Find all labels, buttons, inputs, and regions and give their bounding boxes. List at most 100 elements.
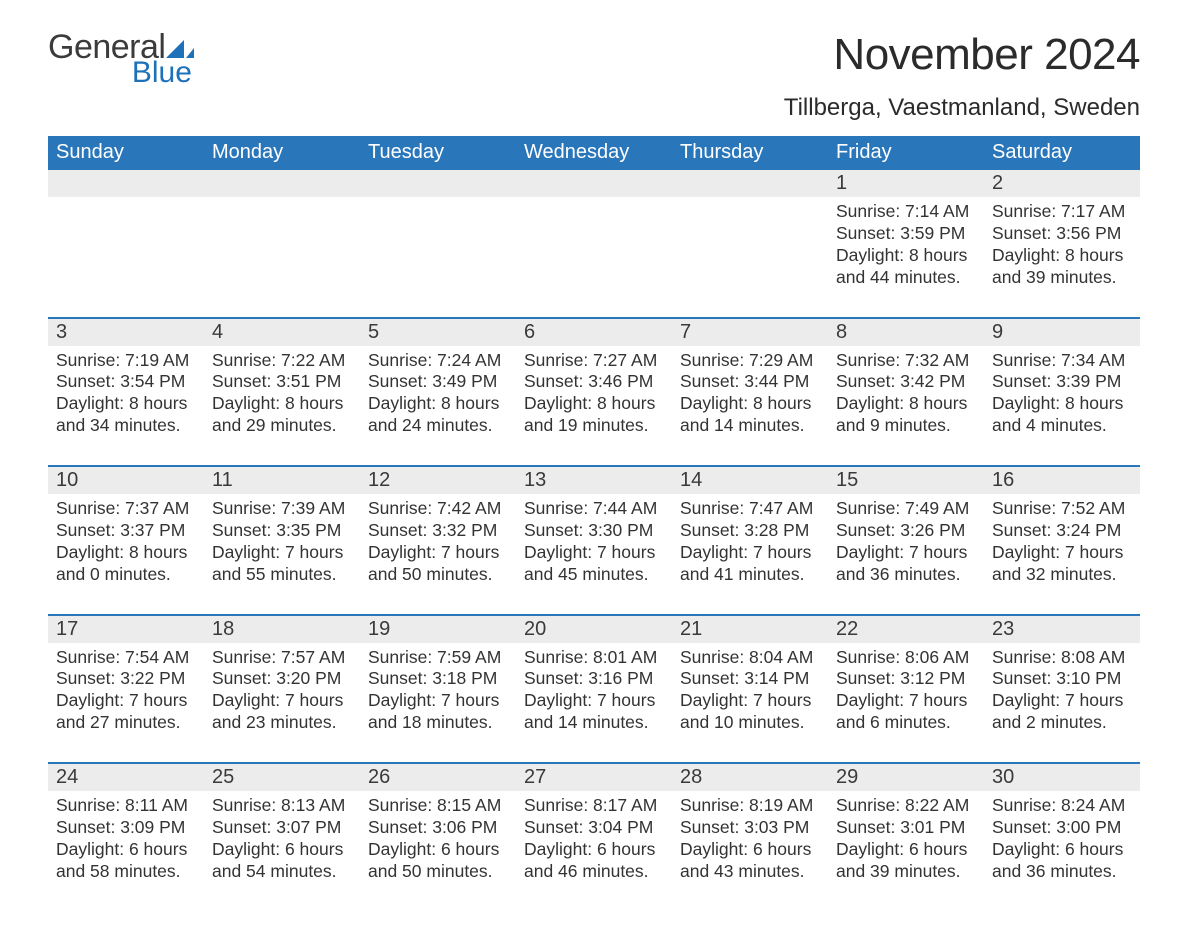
sunset-text: Sunset: 3:22 PM	[56, 668, 196, 690]
day-cell: Sunrise: 7:32 AMSunset: 3:42 PMDaylight:…	[828, 346, 984, 466]
day-cell: Sunrise: 7:29 AMSunset: 3:44 PMDaylight:…	[672, 346, 828, 466]
sunrise-text: Sunrise: 7:42 AM	[368, 498, 508, 520]
daylight-text: Daylight: 7 hours and 2 minutes.	[992, 690, 1132, 734]
sunrise-text: Sunrise: 7:17 AM	[992, 201, 1132, 223]
day-cell: Sunrise: 8:17 AMSunset: 3:04 PMDaylight:…	[516, 791, 672, 911]
daynum-row: 3456789	[48, 319, 1140, 346]
sunrise-text: Sunrise: 8:04 AM	[680, 647, 820, 669]
day-number: 5	[360, 319, 516, 346]
daylight-text: Daylight: 7 hours and 45 minutes.	[524, 542, 664, 586]
day-cell	[204, 197, 360, 317]
sunset-text: Sunset: 3:00 PM	[992, 817, 1132, 839]
day-number: 13	[516, 467, 672, 494]
day-cell: Sunrise: 7:27 AMSunset: 3:46 PMDaylight:…	[516, 346, 672, 466]
daylight-text: Daylight: 8 hours and 9 minutes.	[836, 393, 976, 437]
day-number: 21	[672, 616, 828, 643]
day-number	[516, 170, 672, 197]
daylight-text: Daylight: 6 hours and 43 minutes.	[680, 839, 820, 883]
day-number: 30	[984, 764, 1140, 791]
daylight-text: Daylight: 8 hours and 14 minutes.	[680, 393, 820, 437]
calendar: SundayMondayTuesdayWednesdayThursdayFrid…	[48, 136, 1140, 911]
daylight-text: Daylight: 8 hours and 39 minutes.	[992, 245, 1132, 289]
day-cell: Sunrise: 7:37 AMSunset: 3:37 PMDaylight:…	[48, 494, 204, 614]
day-number: 19	[360, 616, 516, 643]
daylight-text: Daylight: 6 hours and 46 minutes.	[524, 839, 664, 883]
day-number: 14	[672, 467, 828, 494]
logo-text: General Blue	[48, 30, 194, 88]
daylight-text: Daylight: 7 hours and 50 minutes.	[368, 542, 508, 586]
sunset-text: Sunset: 3:26 PM	[836, 520, 976, 542]
sunset-text: Sunset: 3:46 PM	[524, 371, 664, 393]
day-cell	[48, 197, 204, 317]
daylight-text: Daylight: 7 hours and 36 minutes.	[836, 542, 976, 586]
sunset-text: Sunset: 3:42 PM	[836, 371, 976, 393]
day-cell	[516, 197, 672, 317]
daylight-text: Daylight: 7 hours and 55 minutes.	[212, 542, 352, 586]
daylight-text: Daylight: 7 hours and 6 minutes.	[836, 690, 976, 734]
sunrise-text: Sunrise: 8:17 AM	[524, 795, 664, 817]
header: General Blue November 2024 Tillberga, Va…	[48, 30, 1140, 122]
sunset-text: Sunset: 3:59 PM	[836, 223, 976, 245]
logo: General Blue	[48, 30, 194, 88]
day-cell: Sunrise: 8:15 AMSunset: 3:06 PMDaylight:…	[360, 791, 516, 911]
dayname: Wednesday	[516, 136, 672, 170]
month-title: November 2024	[784, 30, 1140, 80]
day-cell: Sunrise: 8:08 AMSunset: 3:10 PMDaylight:…	[984, 643, 1140, 763]
day-number: 18	[204, 616, 360, 643]
sunset-text: Sunset: 3:49 PM	[368, 371, 508, 393]
sunset-text: Sunset: 3:01 PM	[836, 817, 976, 839]
day-cell: Sunrise: 7:57 AMSunset: 3:20 PMDaylight:…	[204, 643, 360, 763]
day-number: 8	[828, 319, 984, 346]
sunset-text: Sunset: 3:09 PM	[56, 817, 196, 839]
sunset-text: Sunset: 3:30 PM	[524, 520, 664, 542]
day-number: 16	[984, 467, 1140, 494]
daylight-text: Daylight: 8 hours and 4 minutes.	[992, 393, 1132, 437]
day-cell: Sunrise: 7:34 AMSunset: 3:39 PMDaylight:…	[984, 346, 1140, 466]
day-number: 22	[828, 616, 984, 643]
day-cell: Sunrise: 7:47 AMSunset: 3:28 PMDaylight:…	[672, 494, 828, 614]
day-number: 9	[984, 319, 1140, 346]
dayname: Tuesday	[360, 136, 516, 170]
daylight-text: Daylight: 8 hours and 44 minutes.	[836, 245, 976, 289]
daylight-text: Daylight: 8 hours and 29 minutes.	[212, 393, 352, 437]
daylight-text: Daylight: 8 hours and 19 minutes.	[524, 393, 664, 437]
sunset-text: Sunset: 3:04 PM	[524, 817, 664, 839]
day-cell: Sunrise: 7:14 AMSunset: 3:59 PMDaylight:…	[828, 197, 984, 317]
sunrise-text: Sunrise: 7:19 AM	[56, 350, 196, 372]
calendar-week: 24252627282930Sunrise: 8:11 AMSunset: 3:…	[48, 762, 1140, 911]
sunrise-text: Sunrise: 7:29 AM	[680, 350, 820, 372]
day-number: 24	[48, 764, 204, 791]
day-number	[48, 170, 204, 197]
daynum-row: 24252627282930	[48, 764, 1140, 791]
calendar-week: 10111213141516Sunrise: 7:37 AMSunset: 3:…	[48, 465, 1140, 614]
sunrise-text: Sunrise: 8:11 AM	[56, 795, 196, 817]
sunset-text: Sunset: 3:16 PM	[524, 668, 664, 690]
sunrise-text: Sunrise: 7:47 AM	[680, 498, 820, 520]
sunrise-text: Sunrise: 7:44 AM	[524, 498, 664, 520]
daylight-text: Daylight: 7 hours and 41 minutes.	[680, 542, 820, 586]
sunrise-text: Sunrise: 7:34 AM	[992, 350, 1132, 372]
sunrise-text: Sunrise: 7:22 AM	[212, 350, 352, 372]
day-cell	[360, 197, 516, 317]
sunrise-text: Sunrise: 7:57 AM	[212, 647, 352, 669]
calendar-week: 17181920212223Sunrise: 7:54 AMSunset: 3:…	[48, 614, 1140, 763]
sunrise-text: Sunrise: 8:22 AM	[836, 795, 976, 817]
daylight-text: Daylight: 7 hours and 18 minutes.	[368, 690, 508, 734]
sunrise-text: Sunrise: 8:13 AM	[212, 795, 352, 817]
day-number	[360, 170, 516, 197]
sunrise-text: Sunrise: 8:08 AM	[992, 647, 1132, 669]
sunrise-text: Sunrise: 7:14 AM	[836, 201, 976, 223]
daylight-text: Daylight: 8 hours and 24 minutes.	[368, 393, 508, 437]
daynum-row: 17181920212223	[48, 616, 1140, 643]
day-cell: Sunrise: 7:54 AMSunset: 3:22 PMDaylight:…	[48, 643, 204, 763]
sunset-text: Sunset: 3:03 PM	[680, 817, 820, 839]
daylight-text: Daylight: 8 hours and 34 minutes.	[56, 393, 196, 437]
sunset-text: Sunset: 3:18 PM	[368, 668, 508, 690]
daylight-text: Daylight: 7 hours and 23 minutes.	[212, 690, 352, 734]
day-number: 1	[828, 170, 984, 197]
day-cell: Sunrise: 8:22 AMSunset: 3:01 PMDaylight:…	[828, 791, 984, 911]
day-number: 23	[984, 616, 1140, 643]
sunset-text: Sunset: 3:10 PM	[992, 668, 1132, 690]
day-number: 3	[48, 319, 204, 346]
daylight-text: Daylight: 6 hours and 50 minutes.	[368, 839, 508, 883]
